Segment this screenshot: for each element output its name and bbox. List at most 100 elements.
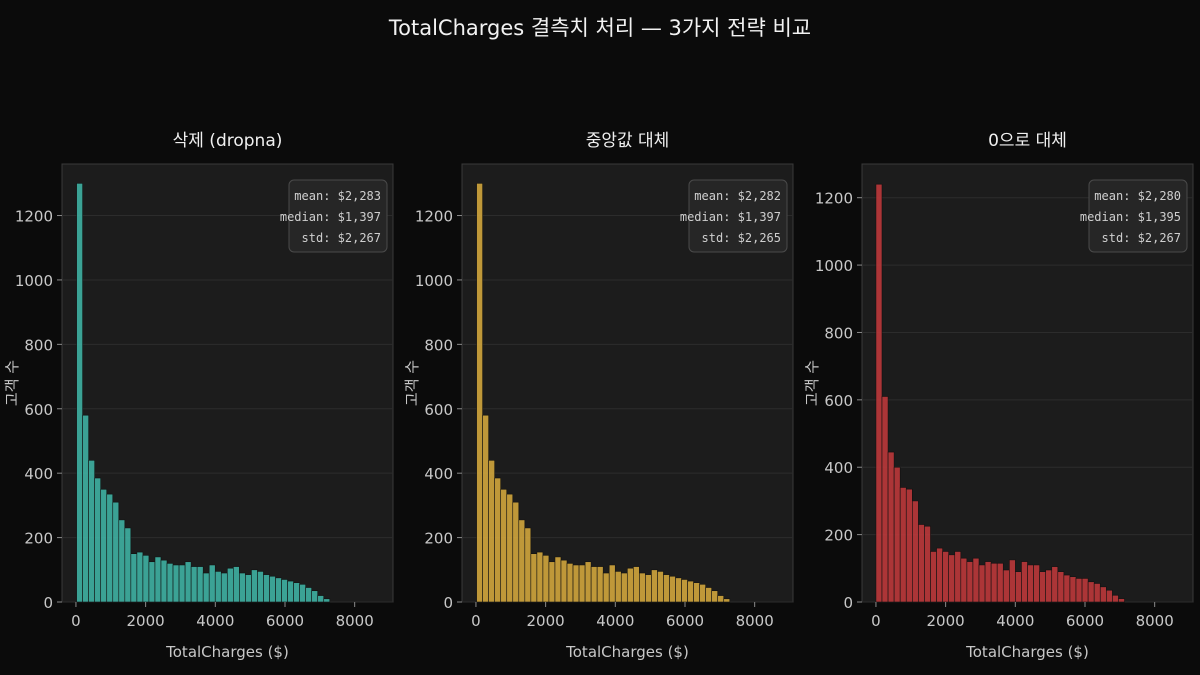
y-tick-label: 1000 [415, 272, 453, 290]
x-tick-label: 4000 [996, 612, 1034, 630]
histogram-bar [711, 590, 719, 603]
histogram-bar [717, 595, 725, 603]
y-tick-label: 1200 [815, 190, 853, 208]
histogram-bar [88, 459, 95, 603]
histogram-bar [1069, 576, 1077, 603]
histogram-bar [184, 561, 192, 603]
x-tick-label: 2000 [127, 612, 165, 630]
figure-title: TotalCharges 결측치 처리 — 3가지 전략 비교 [388, 16, 812, 40]
histogram-bar [488, 459, 495, 603]
histogram-bar [1021, 561, 1028, 603]
histogram-bar [596, 566, 604, 603]
y-tick-label: 600 [424, 401, 453, 419]
y-axis-label: 고객 수 [803, 360, 821, 406]
histogram-bar [1075, 578, 1083, 603]
histogram-bar [136, 551, 144, 603]
histogram-bar [214, 571, 222, 603]
histogram-bar [954, 551, 962, 603]
histogram-bar [887, 451, 895, 603]
histogram-bar [536, 551, 544, 603]
histogram-bar [1118, 598, 1125, 603]
histogram-bar [118, 519, 126, 603]
histogram-bar [723, 598, 731, 603]
stats-line: median: $1,397 [280, 210, 381, 224]
histogram-bar [566, 563, 574, 603]
histogram-bar [494, 477, 502, 603]
histogram-bar [1093, 583, 1101, 603]
histogram-bar [1033, 564, 1040, 603]
y-tick-label: 1200 [415, 208, 453, 226]
histogram-bar [208, 564, 216, 603]
stats-line: mean: $2,282 [694, 189, 781, 203]
x-tick-label: 4000 [596, 612, 634, 630]
histogram-bar [506, 493, 514, 603]
histogram-bar [82, 414, 89, 603]
histogram-bar [293, 582, 300, 603]
x-axis-label: TotalCharges ($) [565, 643, 689, 661]
histogram-bar [693, 582, 700, 603]
histogram-bar [1045, 569, 1053, 603]
histogram-bar [912, 500, 919, 603]
stats-box [288, 179, 388, 253]
y-tick-label: 400 [824, 459, 853, 477]
histogram-bar [166, 563, 174, 603]
histogram-bar [251, 569, 258, 603]
x-tick-label: 6000 [1066, 612, 1104, 630]
histogram-bar [620, 572, 628, 603]
x-tick-label: 8000 [336, 612, 374, 630]
chart-panel-3: 0 200 400 600 800 1000 1200 0 2000 4000 6000 8000 0으… [803, 131, 1194, 661]
x-tick-label: 2000 [527, 612, 565, 630]
histogram-bar [112, 501, 120, 603]
histogram-bar [936, 547, 943, 603]
histogram-bar [875, 183, 883, 603]
histogram-bar [657, 571, 664, 603]
x-tick-label: 2000 [927, 612, 965, 630]
y-tick-label: 600 [824, 392, 853, 410]
histogram-bar [148, 561, 156, 603]
histogram-bar [1015, 571, 1022, 603]
histogram-bar [614, 571, 622, 603]
histogram-bar [948, 554, 956, 603]
histogram-bar [94, 477, 102, 603]
histogram-bar [512, 501, 520, 603]
histogram-bar [257, 571, 264, 603]
histogram-bar [669, 575, 676, 603]
histogram-bar [681, 579, 688, 603]
panel-title: 삭제 (dropna) [173, 131, 283, 151]
histogram-bar [106, 493, 114, 603]
histogram-bar [142, 555, 150, 603]
y-tick-label: 800 [424, 336, 453, 354]
histogram-bar [918, 524, 925, 603]
histogram-bar [584, 561, 592, 603]
x-tick-label: 0 [871, 612, 881, 630]
histogram-bar [190, 566, 198, 603]
histogram-bar [608, 564, 616, 603]
y-tick-label: 200 [824, 527, 853, 545]
histogram-bar [966, 561, 974, 603]
x-axis-label: TotalCharges ($) [165, 643, 289, 661]
x-tick-label: 4000 [196, 612, 234, 630]
histogram-bar [482, 414, 489, 603]
histogram-bar [263, 574, 270, 603]
histogram-bar [675, 577, 682, 603]
y-axis-label: 고객 수 [3, 360, 21, 406]
histogram-bar [130, 553, 138, 603]
histogram-bar [572, 564, 580, 603]
x-tick-label: 6000 [266, 612, 304, 630]
x-tick-label: 0 [471, 612, 481, 630]
histogram-bar [639, 572, 646, 603]
histogram-bar [1002, 569, 1010, 603]
histogram-bar [1009, 559, 1016, 603]
histogram-bar [202, 572, 210, 603]
histogram-bar [124, 527, 132, 603]
histogram-bar [524, 527, 532, 603]
histogram-bar [602, 572, 610, 603]
stats-line: std: $2,267 [1102, 231, 1181, 245]
y-tick-label: 200 [424, 530, 453, 548]
histogram-bar [984, 561, 992, 603]
histogram-bar [996, 562, 1004, 603]
histogram-bar [518, 519, 526, 603]
y-axis-label: 고객 수 [403, 360, 421, 406]
histogram-bar [578, 564, 586, 603]
